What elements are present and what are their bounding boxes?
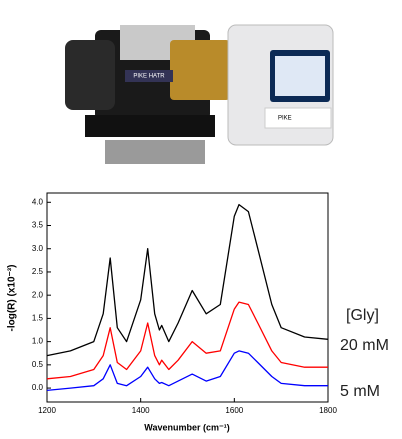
y-tick-label: 2.0 <box>32 290 44 299</box>
y-tick-label: 1.5 <box>32 314 44 323</box>
x-tick-label: 1600 <box>225 406 243 415</box>
y-tick-label: 2.5 <box>32 267 44 276</box>
series-line <box>46 203 329 357</box>
controller-panel <box>264 107 332 129</box>
accessory-plate <box>105 140 205 164</box>
x-tick-label: 1200 <box>38 406 56 415</box>
product-photo: PIKE HATR PIKE <box>65 24 334 164</box>
x-tick-label: 1400 <box>132 406 150 415</box>
annotation: [Gly] <box>346 307 379 324</box>
series-line <box>46 301 328 380</box>
y-tick-label: 3.0 <box>32 244 44 253</box>
photo-label: PIKE HATR <box>133 74 165 80</box>
annotation: 5 mM <box>340 383 380 400</box>
controller-display <box>275 56 325 96</box>
y-tick-label: 3.5 <box>32 221 44 230</box>
photo-label: PIKE <box>278 116 292 122</box>
y-tick-label: 0.5 <box>32 360 44 369</box>
y-axis-label: -log(R) (x10⁻³) <box>7 265 18 332</box>
accessory-end <box>65 40 115 110</box>
y-tick-label: 0.0 <box>32 383 44 392</box>
x-tick-label: 1800 <box>319 406 337 415</box>
y-tick-label: 1.0 <box>32 337 44 346</box>
accessory-window <box>170 40 230 100</box>
accessory-label <box>125 70 173 82</box>
x-axis-label: Wavenumber (cm⁻¹) <box>144 422 229 432</box>
annotation: 20 mM <box>340 337 389 354</box>
accessory-base <box>85 115 215 137</box>
y-tick-label: 4.0 <box>32 197 44 206</box>
series-line <box>46 350 328 392</box>
plot-frame <box>46 192 329 403</box>
